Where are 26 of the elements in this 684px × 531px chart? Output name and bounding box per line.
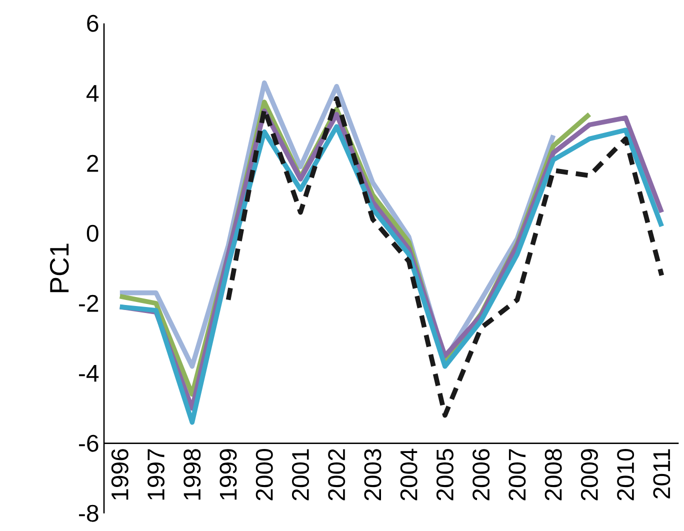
line-series [226,96,664,418]
x-tick-label: 2002 [328,449,346,500]
x-tick-label: 1998 [184,449,201,500]
y-tick-label: -2 [79,295,98,312]
x-tick-label: 2010 [617,449,634,500]
x-tick-label: 2000 [256,449,273,500]
x-tick-label: 2005 [436,449,454,500]
x-tick-label: 2004 [400,448,418,500]
x-tick-label: 2009 [580,449,598,500]
x-tick-label: 2011 [653,449,670,499]
x-tick-label: 2003 [364,449,382,500]
y-axis-title: PC1 [50,244,69,292]
x-tick-label: 2006 [472,449,490,500]
y-tick-label: 0 [86,224,98,242]
y-tick-label: -6 [79,434,98,452]
y-tick-label: 6 [87,14,98,32]
x-tick-label: 2008 [544,449,562,500]
x-tick-label: 1996 [111,449,128,500]
x-tick-label: 2001 [292,449,309,500]
x-tick-label: 1999 [220,449,237,500]
y-tick-label: 2 [87,155,98,172]
x-tick-label: 1997 [148,449,165,500]
y-tick-label: 4 [86,85,99,102]
y-tick-label: -4 [79,365,99,382]
y-tick-label: -8 [79,504,98,522]
x-tick-label: 2007 [508,449,526,500]
